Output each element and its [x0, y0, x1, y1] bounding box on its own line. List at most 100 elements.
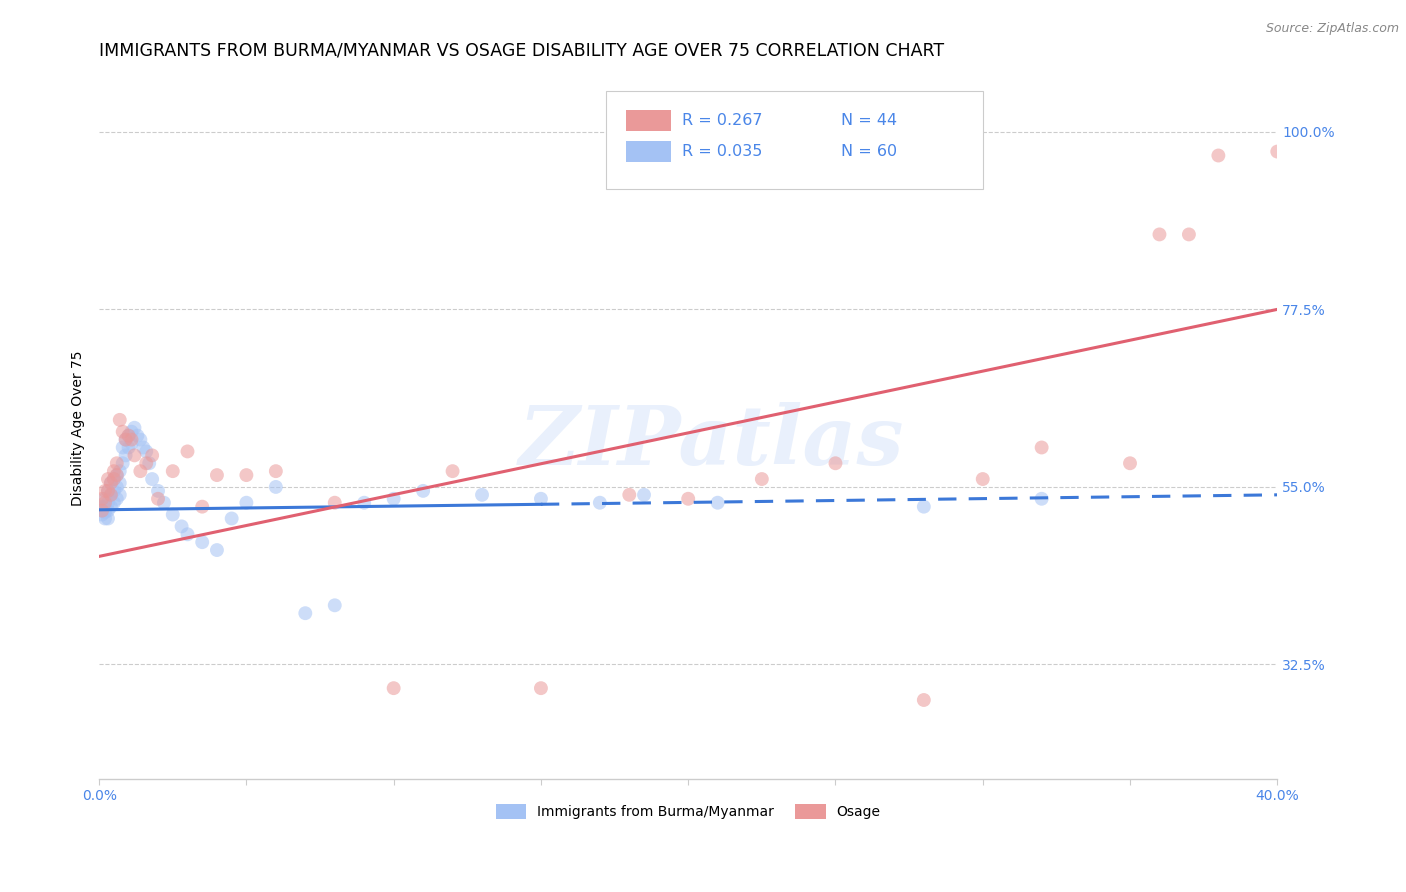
Point [323, 599, 346, 613]
Point [1119, 456, 1142, 470]
Point [94, 496, 117, 510]
Point [117, 428, 139, 442]
Point [1149, 227, 1171, 242]
Point [135, 444, 157, 458]
Text: R = 0.267: R = 0.267 [682, 112, 763, 128]
Point [706, 496, 728, 510]
Point [91, 500, 114, 514]
Text: N = 44: N = 44 [841, 112, 897, 128]
Point [97, 496, 120, 510]
Point [191, 500, 214, 514]
Point [94, 483, 117, 498]
Point [153, 496, 176, 510]
Point [108, 475, 131, 490]
Point [146, 483, 169, 498]
Point [191, 535, 214, 549]
FancyBboxPatch shape [606, 91, 983, 189]
Point [121, 433, 143, 447]
Point [323, 496, 346, 510]
Point [103, 496, 125, 510]
Point [108, 413, 131, 427]
Point [824, 456, 846, 470]
Point [530, 491, 553, 506]
Text: IMMIGRANTS FROM BURMA/MYANMAR VS OSAGE DISABILITY AGE OVER 75 CORRELATION CHART: IMMIGRANTS FROM BURMA/MYANMAR VS OSAGE D… [100, 42, 945, 60]
Point [382, 491, 405, 506]
Point [633, 488, 655, 502]
Point [105, 491, 128, 506]
Point [105, 456, 128, 470]
Point [221, 511, 243, 525]
Point [1265, 145, 1288, 159]
Point [117, 428, 139, 442]
Point [530, 681, 553, 695]
Point [170, 519, 193, 533]
Point [111, 425, 134, 439]
Point [100, 488, 122, 502]
Point [294, 606, 316, 620]
Point [382, 681, 405, 695]
Point [97, 503, 120, 517]
Point [972, 472, 994, 486]
Point [108, 464, 131, 478]
Text: R = 0.035: R = 0.035 [682, 145, 762, 160]
Point [124, 449, 146, 463]
Y-axis label: Disability Age Over 75: Disability Age Over 75 [72, 350, 86, 506]
Point [121, 425, 143, 439]
Point [141, 449, 163, 463]
Point [205, 543, 228, 558]
Point [121, 436, 143, 450]
Point [141, 472, 163, 486]
Point [103, 483, 125, 498]
Point [94, 491, 117, 506]
Text: ZIPatlas: ZIPatlas [519, 401, 904, 482]
Point [127, 428, 149, 442]
Point [264, 464, 287, 478]
Point [108, 488, 131, 502]
Point [912, 693, 935, 707]
Point [91, 503, 114, 517]
Point [129, 433, 152, 447]
Point [97, 483, 120, 498]
Point [105, 468, 128, 483]
Point [105, 468, 128, 483]
Point [162, 508, 184, 522]
Point [471, 488, 494, 502]
Point [97, 511, 120, 525]
Point [162, 464, 184, 478]
Point [353, 496, 375, 510]
Point [1178, 227, 1201, 242]
Text: Source: ZipAtlas.com: Source: ZipAtlas.com [1265, 22, 1399, 36]
Point [176, 527, 198, 541]
Point [100, 500, 122, 514]
Point [103, 472, 125, 486]
Point [1208, 148, 1230, 162]
Point [619, 488, 641, 502]
Point [114, 433, 136, 447]
Point [1031, 491, 1053, 506]
Point [97, 472, 120, 486]
FancyBboxPatch shape [626, 110, 671, 130]
Point [114, 433, 136, 447]
Point [676, 491, 699, 506]
Text: N = 60: N = 60 [841, 145, 897, 160]
Point [94, 511, 117, 525]
Point [97, 483, 120, 498]
Point [412, 483, 434, 498]
Point [91, 503, 114, 517]
Point [100, 475, 122, 490]
Point [105, 480, 128, 494]
FancyBboxPatch shape [626, 141, 671, 162]
Point [1031, 441, 1053, 455]
Point [135, 456, 157, 470]
Point [91, 508, 114, 522]
Point [114, 449, 136, 463]
Point [129, 464, 152, 478]
Point [100, 475, 122, 490]
Point [441, 464, 464, 478]
Point [589, 496, 612, 510]
Point [235, 468, 257, 483]
Point [751, 472, 773, 486]
Point [912, 500, 935, 514]
Point [176, 444, 198, 458]
Point [111, 441, 134, 455]
